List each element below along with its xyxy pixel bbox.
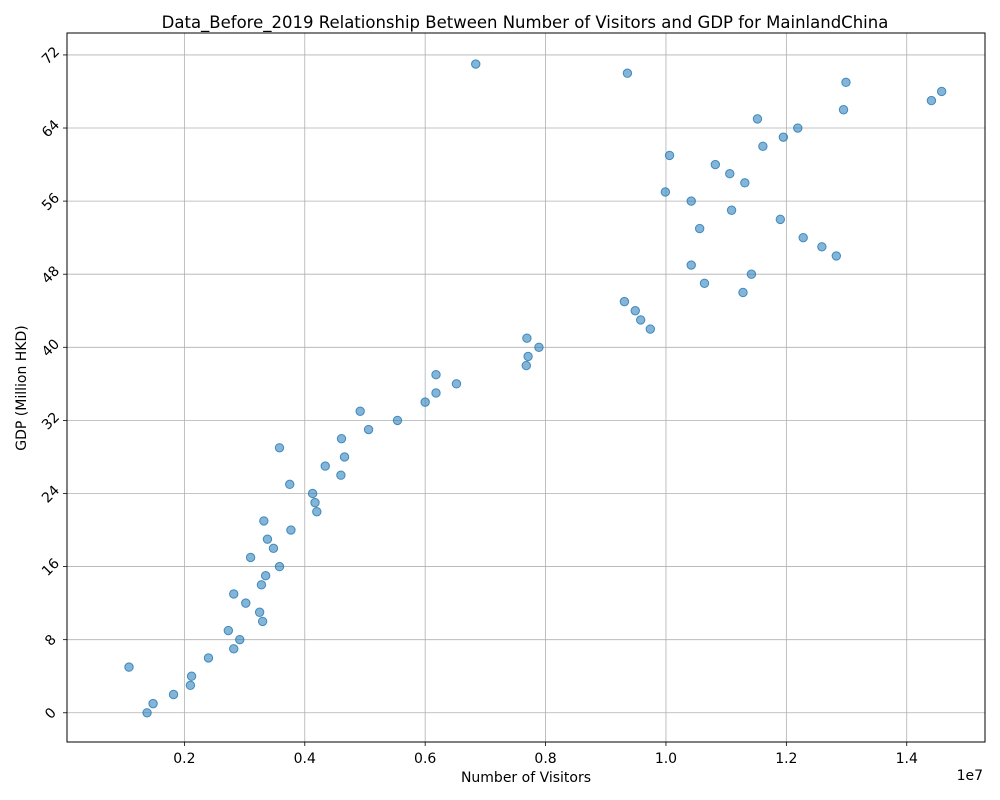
scatter-point xyxy=(148,698,158,709)
scatter-point xyxy=(775,214,786,225)
scatter-point xyxy=(522,333,532,343)
scatter-point xyxy=(336,470,346,480)
scatter-point xyxy=(262,534,273,544)
scatter-point xyxy=(630,306,640,316)
scatter-point xyxy=(738,287,748,298)
x-tick-label: 1.2 xyxy=(775,751,797,767)
scatter-point xyxy=(645,324,656,334)
scatter-point xyxy=(758,141,768,151)
scatter-point xyxy=(274,443,285,453)
scatter-point xyxy=(168,689,179,700)
scatter-point xyxy=(725,169,735,179)
scatter-point xyxy=(339,452,350,462)
scatter-point xyxy=(392,415,403,426)
scatter-point xyxy=(622,68,633,78)
y-axis-label: GDP (Million HKD) xyxy=(14,325,30,450)
scatter-point xyxy=(254,607,265,617)
scatter-point xyxy=(841,77,851,88)
scatter-point xyxy=(259,516,269,526)
scatter-point xyxy=(229,644,239,654)
scatter-point xyxy=(451,379,462,389)
x-tick-label: 0.4 xyxy=(294,751,316,767)
scatter-point xyxy=(286,525,296,535)
scatter-point xyxy=(124,662,134,672)
scatter-point xyxy=(235,634,245,645)
scatter-point xyxy=(420,397,430,407)
scatter-point xyxy=(185,680,196,691)
x-tick-label: 0.6 xyxy=(414,751,436,767)
x-axis-ticks: 0.2 0.4 0.6 0.8 1.0 1.2 1.4 xyxy=(173,742,918,767)
scatter-point xyxy=(307,488,318,499)
scatter-point xyxy=(336,433,347,444)
scatter-point xyxy=(660,187,671,197)
scatter-point xyxy=(726,205,737,215)
scatter-point xyxy=(752,114,763,124)
scatter-point xyxy=(694,223,705,234)
scatter-point xyxy=(203,653,214,663)
scatter-point xyxy=(142,708,152,718)
scatter-point xyxy=(285,479,295,490)
grid-lines xyxy=(67,33,985,742)
scatter-point xyxy=(223,625,234,636)
x-tick-label: 0.2 xyxy=(173,751,195,767)
scatter-point xyxy=(778,132,789,142)
data-points xyxy=(124,59,947,718)
scatter-point xyxy=(431,370,441,380)
plot-area-frame xyxy=(66,32,986,743)
scatter-point xyxy=(619,296,630,307)
scatter-point xyxy=(310,497,320,508)
scatter-point xyxy=(664,150,675,161)
scatter-point xyxy=(312,507,322,517)
scatter-point xyxy=(320,461,330,471)
scatter-point xyxy=(268,543,279,554)
scatter-point xyxy=(431,388,441,398)
scatter-point xyxy=(686,260,696,270)
x-axis-label: Number of Visitors xyxy=(461,770,591,786)
scatter-point xyxy=(471,59,481,69)
scatter-point xyxy=(635,315,646,325)
scatter-point xyxy=(521,360,532,371)
scatter-point xyxy=(926,95,937,106)
scatter-point xyxy=(256,580,267,590)
x-tick-label: 0.8 xyxy=(534,751,556,767)
scatter-point xyxy=(793,123,803,133)
x-tick-label: 1.4 xyxy=(896,751,918,767)
scatter-point xyxy=(798,232,808,243)
scatter-point xyxy=(831,251,842,261)
scatter-point xyxy=(245,552,256,563)
scatter-point xyxy=(229,589,239,599)
scatter-point xyxy=(686,196,696,206)
scatter-point xyxy=(241,598,251,608)
scatter-point xyxy=(699,278,710,289)
scatter-point xyxy=(838,105,849,115)
scatter-point xyxy=(534,342,544,352)
scatter-point xyxy=(936,86,947,97)
scatter-point xyxy=(257,616,268,627)
scatter-point xyxy=(746,269,757,279)
x-axis-offset-label: 1e7 xyxy=(957,768,983,784)
scatter-point xyxy=(740,178,750,188)
scatter-point xyxy=(363,424,374,435)
chart-title: Data_Before_2019 Relationship Between Nu… xyxy=(162,13,889,33)
scatter-point xyxy=(355,406,365,416)
scatter-point xyxy=(710,159,721,170)
scatter-point xyxy=(260,571,271,581)
scatter-point xyxy=(186,671,197,681)
x-tick-label: 1.0 xyxy=(655,751,677,767)
scatter-point xyxy=(817,242,827,252)
scatter-point xyxy=(523,351,533,362)
scatter-point xyxy=(274,561,285,572)
